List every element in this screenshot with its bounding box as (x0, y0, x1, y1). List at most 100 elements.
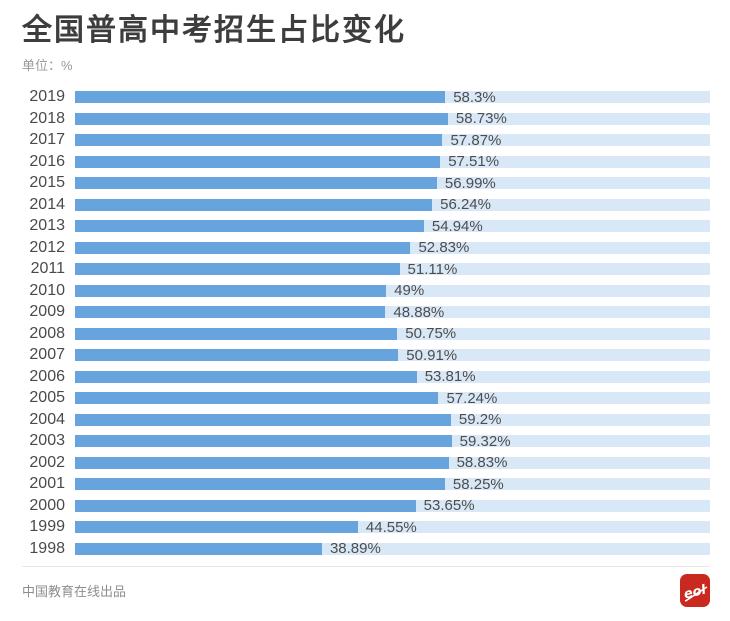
bar-track: 51.11% (75, 260, 710, 278)
footer: 中国教育在线出品 eol (0, 567, 730, 607)
bar-track: 49% (75, 282, 710, 299)
year-label: 2000 (29, 496, 65, 514)
bar-fill (75, 241, 411, 254)
eol-logo-icon: eol (680, 573, 710, 607)
bar-fill (75, 542, 322, 555)
bar-track: 53.81% (75, 368, 710, 385)
year-label: 2016 (29, 152, 65, 170)
bar-fill (75, 177, 437, 189)
footer-divider (22, 565, 710, 567)
bar-row: 2012 52.83% (22, 238, 710, 256)
value-label: 53.81% (424, 368, 476, 385)
value-label: 58.25% (452, 475, 504, 493)
year-label: 1999 (29, 518, 65, 535)
bar-fill (75, 521, 358, 533)
value-label: 51.11% (407, 260, 458, 278)
value-label: 56.99% (444, 174, 496, 192)
bar-fill (75, 499, 416, 512)
bar-fill (75, 155, 441, 168)
year-label: 2007 (29, 346, 65, 363)
header: 全国普高中考招生占比变化 单位：% (0, 0, 730, 74)
bar-row: 2004 59.2% (22, 410, 710, 428)
value-label: 54.94% (431, 217, 483, 235)
bar-track: 59.32% (75, 432, 710, 450)
year-label: 1998 (29, 539, 65, 557)
year-label: 2019 (29, 88, 65, 105)
bar-track: 58.73% (75, 110, 710, 127)
year-label: 2009 (29, 303, 65, 320)
bar-fill (75, 349, 399, 361)
bar-fill (75, 435, 452, 447)
bar-track: 58.3% (75, 88, 710, 106)
value-label: 59.2% (458, 411, 502, 428)
bar-row: 2017 57.87% (22, 131, 710, 149)
bar-row: 2008 50.75% (22, 325, 710, 342)
bar-row: 2018 58.73% (22, 109, 710, 127)
year-label: 2011 (30, 260, 65, 277)
bar-track: 50.91% (75, 346, 710, 364)
year-label: 2006 (29, 367, 65, 385)
bar-track: 44.55% (75, 519, 710, 536)
bar-track: 53.65% (75, 497, 710, 514)
bar-track: 50.75% (75, 325, 710, 342)
bar-row: 1999 44.55% (22, 518, 710, 536)
bar-track: 57.51% (75, 153, 710, 170)
year-label: 2010 (29, 281, 65, 299)
bar-track: 52.83% (75, 239, 710, 256)
bar-fill (75, 370, 417, 383)
value-label: 53.65% (423, 497, 475, 514)
bar-track: 38.89% (75, 540, 710, 557)
bar-fill (75, 284, 387, 297)
bar-row: 2013 54.94% (22, 217, 710, 235)
unit-label: 单位：% (22, 58, 73, 73)
year-label: 2003 (29, 432, 65, 449)
bar-row: 1998 38.89% (22, 539, 710, 557)
bar-fill (75, 112, 448, 125)
value-label: 58.83% (456, 454, 508, 471)
bar-fill (75, 306, 386, 318)
value-label: 57.51% (448, 153, 500, 170)
value-label: 50.91% (406, 346, 458, 364)
bar-fill (75, 392, 439, 404)
year-label: 2013 (29, 217, 65, 234)
bar-row: 2010 49% (22, 281, 710, 299)
bar-fill (75, 198, 433, 211)
bar-fill (75, 91, 446, 103)
value-label: 58.73% (455, 110, 507, 127)
value-label: 57.24% (446, 389, 498, 407)
logo-swoosh (684, 585, 708, 602)
value-label: 57.87% (450, 131, 502, 149)
bar-row: 2005 57.24% (22, 389, 710, 407)
year-label: 2002 (29, 453, 65, 471)
bar-fill (75, 456, 449, 469)
bar-row: 2009 48.88% (22, 303, 710, 321)
bar-track: 57.87% (75, 131, 710, 149)
bar-row: 2001 58.25% (22, 475, 710, 493)
year-label: 2001 (29, 475, 65, 492)
value-label: 59.32% (459, 432, 511, 450)
bar-fill (75, 134, 443, 146)
value-label: 38.89% (329, 540, 381, 557)
year-label: 2015 (29, 174, 65, 191)
bar-track: 59.2% (75, 411, 710, 428)
value-label: 58.3% (453, 88, 496, 106)
bar-fill (75, 413, 451, 426)
bar-row: 2006 53.81% (22, 367, 710, 385)
year-label: 2012 (29, 238, 65, 256)
bar-chart: 2019 58.3% 2018 58.73% 2017 57.87% 2016 … (0, 88, 730, 557)
year-label: 2004 (29, 410, 65, 428)
year-label: 2018 (29, 109, 65, 127)
bar-row: 2019 58.3% (22, 88, 710, 106)
bar-track: 57.24% (75, 389, 710, 407)
logo-text: eol (682, 582, 708, 602)
bar-fill (75, 327, 398, 340)
year-label: 2005 (29, 389, 65, 406)
footer-credit: 中国教育在线出品 (22, 583, 127, 599)
value-label: 56.24% (440, 196, 491, 213)
bar-fill (75, 220, 424, 232)
year-label: 2017 (29, 131, 65, 148)
bar-row: 2015 56.99% (22, 174, 710, 192)
bar-track: 58.83% (75, 454, 710, 471)
bar-row: 2014 56.24% (22, 196, 710, 213)
